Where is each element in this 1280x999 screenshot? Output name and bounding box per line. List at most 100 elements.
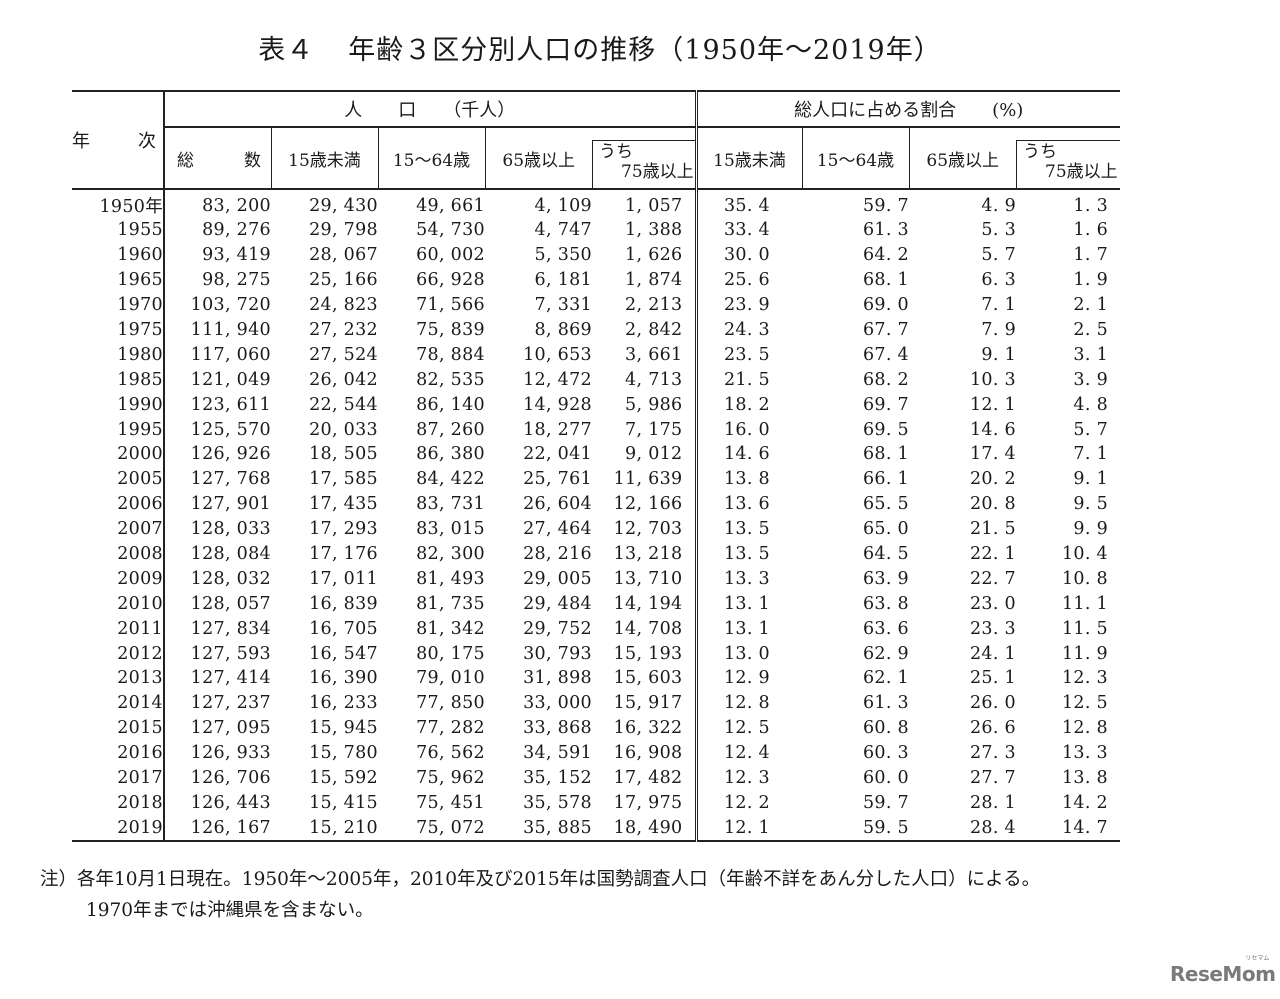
pct-under15-header: 15歳未満 xyxy=(694,127,803,190)
pop-under15-cell: 16, 233 xyxy=(309,693,378,714)
pct-under15-cell: 13. 3 xyxy=(694,566,802,592)
pct-75-line1: うち xyxy=(1023,142,1057,162)
pop-under15-cell: 15, 945 xyxy=(309,718,378,739)
table-row: 2014 127, 237 16, 233 77, 850 33, 000 15, 917… xyxy=(72,690,1120,716)
year-column-header: 年次 xyxy=(72,91,165,190)
table-row: 2012 127, 593 16, 547 80, 175 30, 793 15, 193… xyxy=(72,641,1120,667)
year-cell: 2012 xyxy=(72,641,165,667)
pct-under15-cell: 18. 2 xyxy=(694,392,802,418)
year-cell: 2006 xyxy=(72,491,165,517)
pop-15-64-cell: 71, 566 xyxy=(416,295,485,316)
table-row: 2017 126, 706 15, 592 75, 962 35, 152 17, 482… xyxy=(72,765,1120,791)
pop-15-64-cell: 78, 884 xyxy=(416,344,485,365)
pct-under15-cell: 23. 9 xyxy=(694,292,802,318)
table-row: 1980 117, 060 27, 524 78, 884 10, 653 3, 661 2… xyxy=(72,342,1120,368)
nested-subheader-box: うち 75歳以上 xyxy=(1016,140,1120,188)
pct-75-over-header: うち 75歳以上 xyxy=(1016,127,1120,190)
pct-65-over-cell: 5. 7 xyxy=(981,245,1016,266)
table-row: 1995 125, 570 20, 033 87, 260 18, 277 7, 175 1… xyxy=(72,417,1120,443)
pct-65-over-cell: 26. 0 xyxy=(969,693,1016,714)
pct-75-over-cell: 2. 1 xyxy=(1073,295,1108,316)
pct-15-64-cell: 68. 1 xyxy=(862,270,909,291)
pct-under15-cell: 12. 1 xyxy=(694,815,802,843)
pop-75-over-cell: 15, 917 xyxy=(613,693,683,714)
pop-75-over-cell: 16, 908 xyxy=(613,743,683,764)
logo-ruby: リセマム xyxy=(1245,955,1270,962)
total-cell: 126, 443 xyxy=(190,792,271,813)
pct-65-over-cell: 9. 1 xyxy=(981,344,1016,365)
year-cell: 2014 xyxy=(72,690,165,716)
total-cell: 83, 200 xyxy=(202,195,271,216)
year-cell: 2017 xyxy=(72,765,165,791)
pop-65-over-cell: 35, 578 xyxy=(523,792,592,813)
pop-75-over-cell: 3, 661 xyxy=(625,344,683,365)
table-row: 2009 128, 032 17, 011 81, 493 29, 005 13, 710… xyxy=(72,566,1120,592)
pct-under15-cell: 12. 3 xyxy=(694,765,802,791)
pop-under15-cell: 15, 210 xyxy=(271,815,378,843)
pop-65-over-cell: 29, 484 xyxy=(523,593,592,614)
pct-65-over-cell: 7. 9 xyxy=(981,320,1016,340)
total-cell: 127, 237 xyxy=(190,693,271,714)
pop-65-over-header: 65歳以上 xyxy=(485,127,592,190)
year-cell: 2016 xyxy=(72,740,165,766)
pct-75-over-cell: 9. 5 xyxy=(1073,494,1108,515)
pop-75-over-cell: 14, 194 xyxy=(613,593,683,614)
pop-65-over-cell: 12, 472 xyxy=(523,369,592,390)
pct-15-64-cell: 67. 7 xyxy=(862,320,909,340)
pct-75-over-cell: 5. 7 xyxy=(1073,419,1108,440)
pop-75-over-cell: 12, 166 xyxy=(613,494,683,515)
pct-15-64-cell: 69. 0 xyxy=(862,295,909,316)
pop-75-over-cell: 4, 713 xyxy=(625,369,683,390)
pop-65-over-cell: 26, 604 xyxy=(523,494,592,515)
pct-75-over-cell: 11. 5 xyxy=(1061,618,1108,639)
pop-75-over-cell: 15, 603 xyxy=(613,668,683,689)
total-cell: 127, 593 xyxy=(190,643,271,664)
pop-75-over-cell: 17, 482 xyxy=(613,768,683,789)
pct-15-64-cell: 65. 0 xyxy=(862,519,909,540)
pop-under15-cell: 15, 592 xyxy=(309,768,378,789)
pop-75-over-cell: 13, 710 xyxy=(613,568,683,589)
pct-15-64-cell: 62. 9 xyxy=(862,643,909,664)
pop-under15-cell: 15, 780 xyxy=(309,743,378,764)
pop-65-over-cell: 4, 747 xyxy=(534,220,592,241)
pop-under15-cell: 18, 505 xyxy=(309,444,378,465)
logo-text: ReseMom xyxy=(1170,962,1276,986)
pop-75-over-cell: 9, 012 xyxy=(625,444,683,465)
year-header-part1: 年 xyxy=(72,131,90,152)
pct-65-over-cell: 12. 1 xyxy=(969,394,1016,415)
pop-15-64-cell: 81, 342 xyxy=(416,618,485,639)
year-cell: 2007 xyxy=(72,516,165,542)
pop-15-64-cell: 80, 175 xyxy=(416,643,485,664)
pct-65-over-cell: 6. 3 xyxy=(981,270,1016,291)
pct-65-over-cell: 24. 1 xyxy=(969,643,1016,664)
year-cell: 2000 xyxy=(72,442,165,467)
year-cell: 1970 xyxy=(72,292,165,318)
year-cell: 1965 xyxy=(72,267,165,293)
pop-75-over-cell: 7, 175 xyxy=(625,419,683,440)
pop-15-64-cell: 84, 422 xyxy=(416,469,485,490)
pct-15-64-cell: 59. 5 xyxy=(802,815,909,843)
pop-15-64-cell: 76, 562 xyxy=(416,743,485,764)
pct-15-64-cell: 63. 6 xyxy=(862,618,909,639)
pct-under15-cell: 12. 8 xyxy=(694,690,802,716)
pct-65-over-cell: 25. 1 xyxy=(969,668,1016,689)
pct-65-over-cell: 23. 0 xyxy=(969,593,1016,614)
pct-under15-cell: 13. 1 xyxy=(694,616,802,642)
pop-15-64-cell: 60, 002 xyxy=(416,245,485,266)
pop-under15-cell: 29, 798 xyxy=(309,220,378,241)
pct-under15-cell: 23. 5 xyxy=(694,342,802,368)
pop-65-over-cell: 10, 653 xyxy=(523,344,592,365)
pop-65-over-cell: 29, 005 xyxy=(523,568,592,589)
pct-under15-cell: 21. 5 xyxy=(694,367,802,393)
pct-75-over-cell: 12. 3 xyxy=(1061,668,1108,689)
pop-under15-cell: 17, 585 xyxy=(309,469,378,490)
pop-65-over-cell: 22, 041 xyxy=(523,444,592,465)
pop-15-64-cell: 75, 072 xyxy=(378,815,485,843)
pct-75-over-cell: 10. 4 xyxy=(1061,544,1108,565)
total-cell: 125, 570 xyxy=(190,419,271,440)
year-cell: 1975 xyxy=(72,317,165,343)
pop-75-over-header: うち 75歳以上 xyxy=(592,127,697,190)
pop-under15-cell: 28, 067 xyxy=(309,245,378,266)
total-cell: 126, 933 xyxy=(190,743,271,764)
pop-15-64-cell: 86, 140 xyxy=(416,394,485,415)
